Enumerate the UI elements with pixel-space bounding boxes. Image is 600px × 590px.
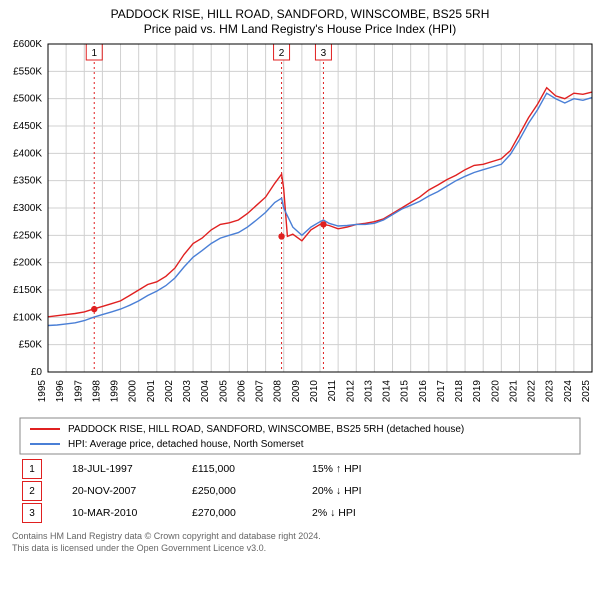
svg-text:2004: 2004: [200, 380, 211, 403]
svg-text:£550K: £550K: [13, 67, 42, 78]
svg-text:3: 3: [321, 48, 327, 59]
svg-text:1997: 1997: [73, 380, 84, 403]
svg-text:2007: 2007: [255, 380, 266, 403]
svg-text:PADDOCK RISE, HILL ROAD, SANDF: PADDOCK RISE, HILL ROAD, SANDFORD, WINSC…: [68, 424, 464, 435]
svg-text:2002: 2002: [164, 380, 175, 403]
sale-date: 18-JUL-1997: [72, 463, 192, 475]
chart-title: PADDOCK RISE, HILL ROAD, SANDFORD, WINSC…: [0, 0, 600, 22]
svg-text:£350K: £350K: [13, 176, 42, 187]
svg-text:2017: 2017: [436, 380, 447, 403]
svg-text:£600K: £600K: [13, 39, 42, 50]
svg-text:2024: 2024: [563, 380, 574, 403]
svg-text:£250K: £250K: [13, 231, 42, 242]
sale-row: 3 10-MAR-2010£270,0002% ↓ HPI: [0, 502, 600, 524]
sale-row: 1 18-JUL-1997£115,00015% ↑ HPI: [0, 458, 600, 480]
svg-text:2005: 2005: [218, 380, 229, 403]
legend: PADDOCK RISE, HILL ROAD, SANDFORD, WINSC…: [0, 416, 600, 458]
sale-row: 2 20-NOV-2007£250,00020% ↓ HPI: [0, 480, 600, 502]
sale-vs-hpi: 2% ↓ HPI: [312, 507, 432, 519]
svg-text:2011: 2011: [327, 380, 338, 402]
sale-price: £270,000: [192, 507, 312, 519]
svg-text:2008: 2008: [273, 380, 284, 403]
footer-line-2: This data is licensed under the Open Gov…: [12, 542, 590, 554]
sales-table: 1 18-JUL-1997£115,00015% ↑ HPI 2 20-NOV-200…: [0, 458, 600, 524]
svg-text:£500K: £500K: [13, 94, 42, 105]
svg-text:2014: 2014: [382, 380, 393, 403]
svg-text:£150K: £150K: [13, 285, 42, 296]
svg-text:2003: 2003: [182, 380, 193, 403]
svg-text:2016: 2016: [418, 380, 429, 403]
sale-date: 10-MAR-2010: [72, 507, 192, 519]
svg-text:1996: 1996: [55, 380, 66, 403]
svg-text:2018: 2018: [454, 380, 465, 403]
svg-text:2025: 2025: [581, 380, 592, 403]
sale-date: 20-NOV-2007: [72, 485, 192, 497]
svg-text:2015: 2015: [400, 380, 411, 403]
svg-text:£300K: £300K: [13, 203, 42, 214]
svg-text:2006: 2006: [236, 380, 247, 403]
svg-text:2020: 2020: [490, 380, 501, 403]
svg-text:2013: 2013: [363, 380, 374, 403]
sale-vs-hpi: 20% ↓ HPI: [312, 485, 432, 497]
svg-text:1995: 1995: [37, 380, 48, 403]
sale-marker-box: 2: [22, 481, 42, 501]
svg-text:2023: 2023: [545, 380, 556, 403]
svg-text:£0: £0: [31, 367, 43, 378]
sale-price: £250,000: [192, 485, 312, 497]
svg-text:2000: 2000: [128, 380, 139, 403]
chart-subtitle: Price paid vs. HM Land Registry's House …: [0, 22, 600, 36]
svg-text:2010: 2010: [309, 380, 320, 403]
svg-text:1998: 1998: [91, 380, 102, 403]
svg-text:2001: 2001: [146, 380, 157, 403]
sale-price: £115,000: [192, 463, 312, 475]
svg-text:£50K: £50K: [19, 340, 43, 351]
svg-text:HPI: Average price, detached h: HPI: Average price, detached house, Nort…: [68, 439, 304, 450]
svg-text:£200K: £200K: [13, 258, 42, 269]
sale-vs-hpi: 15% ↑ HPI: [312, 463, 432, 475]
svg-text:1: 1: [91, 48, 97, 59]
svg-text:£100K: £100K: [13, 313, 42, 324]
sale-marker-box: 3: [22, 503, 42, 523]
footer: Contains HM Land Registry data © Crown c…: [0, 524, 600, 554]
svg-text:1999: 1999: [110, 380, 121, 403]
svg-text:2021: 2021: [508, 380, 519, 403]
svg-text:£450K: £450K: [13, 121, 42, 132]
footer-line-1: Contains HM Land Registry data © Crown c…: [12, 530, 590, 542]
sale-marker-box: 1: [22, 459, 42, 479]
svg-text:2: 2: [279, 48, 285, 59]
svg-text:2012: 2012: [345, 380, 356, 403]
svg-text:£400K: £400K: [13, 149, 42, 160]
price-chart: £0 £50K £100K £150K £200K £250K £300K £350K £400…: [0, 36, 600, 416]
svg-text:2009: 2009: [291, 380, 302, 403]
svg-text:2019: 2019: [472, 380, 483, 403]
svg-text:2022: 2022: [527, 380, 538, 403]
